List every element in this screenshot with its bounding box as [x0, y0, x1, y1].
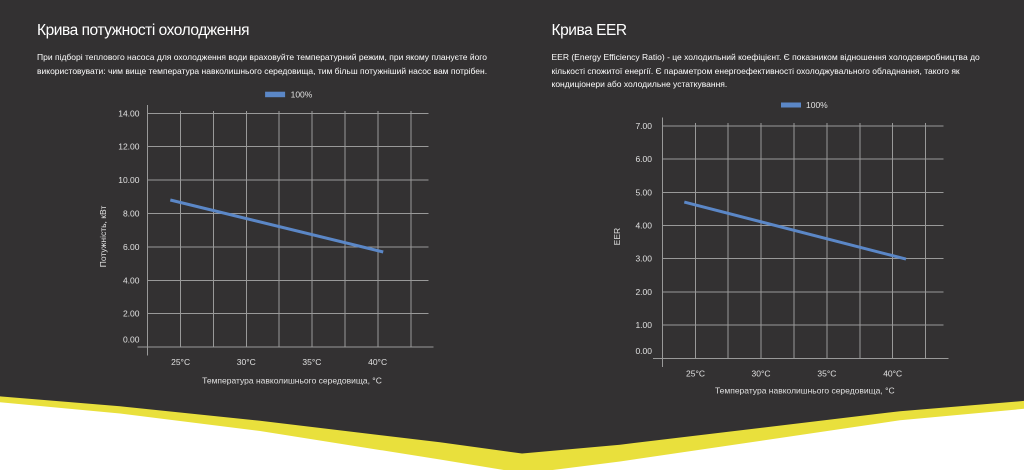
svg-text:5.00: 5.00 — [635, 187, 652, 197]
svg-text:3.00: 3.00 — [635, 254, 652, 264]
svg-text:10.00: 10.00 — [118, 175, 140, 185]
svg-text:40°C: 40°C — [883, 369, 902, 379]
svg-text:35°C: 35°C — [817, 369, 836, 379]
svg-text:7.00: 7.00 — [635, 121, 652, 131]
svg-text:40°C: 40°C — [368, 357, 387, 367]
svg-text:1.00: 1.00 — [635, 320, 652, 330]
svg-text:25°C: 25°C — [686, 369, 705, 379]
svg-text:Температура навколишнього сере: Температура навколишнього середовища, °C — [202, 376, 382, 386]
svg-text:Потужність, кВт: Потужність, кВт — [98, 206, 108, 268]
svg-text:25°C: 25°C — [171, 357, 190, 367]
svg-text:2.00: 2.00 — [123, 309, 140, 319]
svg-text:30°C: 30°C — [237, 357, 256, 367]
svg-text:8.00: 8.00 — [123, 209, 140, 219]
svg-text:4.00: 4.00 — [635, 221, 652, 231]
svg-text:14.00: 14.00 — [118, 108, 140, 118]
svg-text:100%: 100% — [291, 90, 313, 100]
svg-text:Температура навколишнього сере: Температура навколишнього середовища, °C — [715, 385, 895, 395]
svg-text:2.00: 2.00 — [635, 287, 652, 297]
svg-text:35°C: 35°C — [302, 357, 321, 367]
svg-text:12.00: 12.00 — [118, 142, 140, 152]
svg-text:0.00: 0.00 — [635, 346, 652, 356]
svg-text:30°C: 30°C — [752, 369, 771, 379]
svg-text:EER: EER — [612, 228, 622, 245]
svg-text:100%: 100% — [806, 100, 828, 110]
svg-text:0.00: 0.00 — [123, 335, 140, 345]
svg-text:6.00: 6.00 — [635, 154, 652, 164]
svg-text:6.00: 6.00 — [123, 242, 140, 252]
svg-text:4.00: 4.00 — [123, 275, 140, 285]
